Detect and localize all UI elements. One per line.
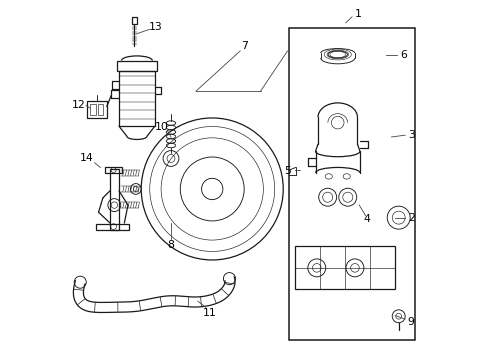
Text: 14: 14	[80, 153, 93, 163]
Text: 13: 13	[148, 22, 162, 32]
Text: 11: 11	[202, 309, 216, 318]
Bar	[132, 17, 137, 24]
Text: 6: 6	[400, 50, 407, 60]
Bar	[294, 246, 394, 289]
Bar	[90, 104, 96, 115]
Text: 12: 12	[72, 100, 85, 110]
Bar	[98, 104, 103, 115]
Text: 2: 2	[407, 213, 414, 222]
Text: 7: 7	[241, 41, 247, 50]
Text: 3: 3	[407, 130, 414, 140]
Bar	[119, 71, 155, 126]
Text: 10: 10	[154, 122, 168, 132]
Bar	[117, 60, 156, 71]
Text: 8: 8	[167, 240, 174, 250]
Bar	[110, 169, 119, 230]
Bar	[86, 101, 106, 118]
Text: 4: 4	[363, 214, 370, 224]
Bar	[289, 28, 414, 339]
Text: 1: 1	[354, 9, 361, 19]
Text: 9: 9	[407, 317, 414, 327]
Bar	[104, 167, 122, 173]
Text: 5: 5	[284, 166, 290, 176]
Bar	[96, 224, 128, 230]
